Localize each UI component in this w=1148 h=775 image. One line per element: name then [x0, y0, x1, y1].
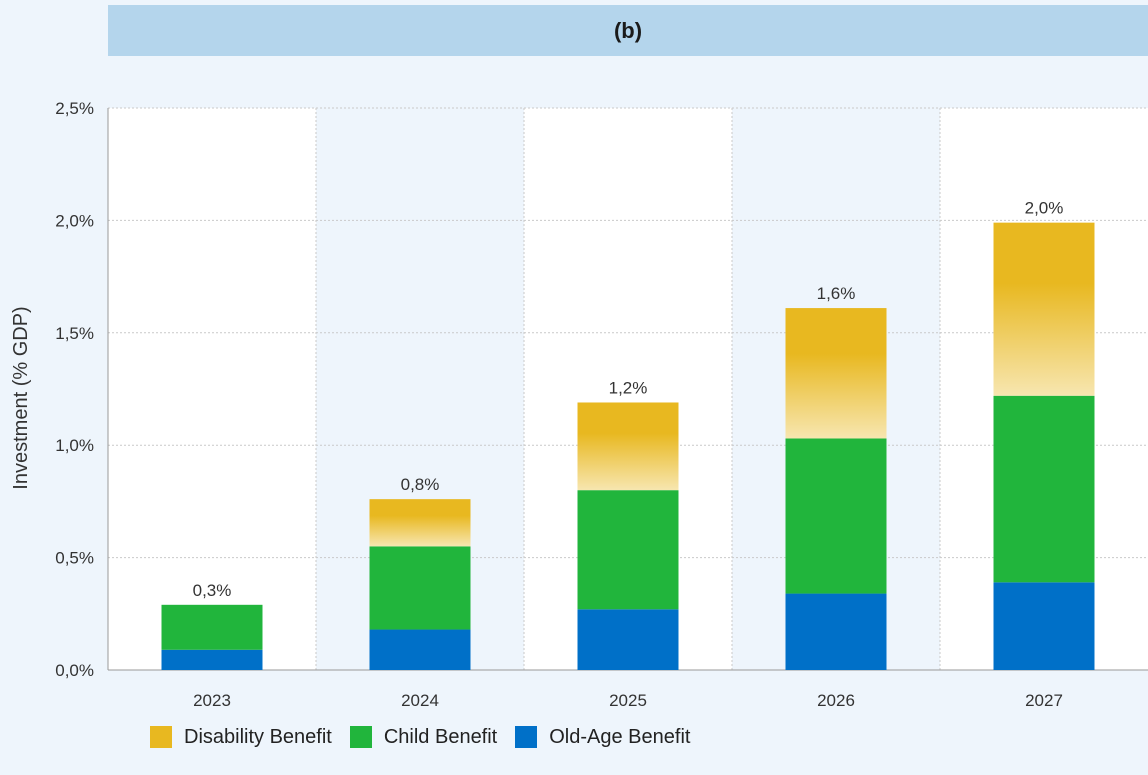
y-tick-label: 2,0% — [55, 211, 94, 230]
legend-item-child-benefit: Child Benefit — [349, 725, 498, 749]
bar-old-age-benefit2024 — [369, 629, 471, 670]
y-tick-label: 1,0% — [55, 436, 94, 455]
x-tick-label-2027: 2027 — [1025, 691, 1063, 710]
bar-child-benefit2027 — [993, 395, 1095, 583]
y-tick-label: 0,5% — [55, 549, 94, 568]
bar-child-benefit2024 — [369, 546, 471, 630]
x-tick-label-2026: 2026 — [817, 691, 855, 710]
legend-swatch — [349, 726, 372, 748]
legend-swatch — [515, 726, 538, 748]
total-label-2024: 0,8% — [401, 475, 440, 494]
y-tick-label: 0,0% — [55, 661, 94, 680]
total-label-2023: 0,3% — [193, 581, 232, 600]
bars — [161, 222, 1095, 670]
column-band-2023 — [108, 108, 316, 670]
bar-disability-benefit2026 — [785, 308, 887, 439]
x-tick-label-2025: 2025 — [609, 691, 647, 710]
x-tick-label-2024: 2024 — [401, 691, 439, 710]
bar-old-age-benefit2025 — [577, 609, 679, 670]
labels: 0,0% 0,5% 1,0% 1,5% 2,0% 2,5% 0,3% 2023 0,8% 2024… — [55, 99, 1063, 710]
chart-title: (b) — [108, 5, 1148, 56]
legend: Disability Benefit Child Benefit Old-Age B… — [150, 722, 708, 752]
total-label-2026: 1,6% — [817, 284, 856, 303]
legend-label: Old-Age Benefit — [549, 725, 691, 748]
bar-child-benefit2026 — [785, 438, 887, 594]
legend-swatch — [150, 726, 172, 748]
y-tick-label: 2,5% — [55, 99, 94, 118]
bar-disability-benefit2027 — [993, 222, 1095, 396]
bar-disability-benefit2025 — [577, 402, 679, 491]
bar-old-age-benefit2027 — [993, 582, 1095, 670]
total-label-2025: 1,2% — [609, 378, 648, 397]
total-label-2027: 2,0% — [1025, 199, 1064, 218]
x-tick-label-2023: 2023 — [193, 691, 231, 710]
bar-old-age-benefit2026 — [785, 593, 887, 670]
bar-child-benefit2025 — [577, 490, 679, 610]
bar-old-age-benefit2023 — [161, 649, 263, 670]
legend-item-old-age-benefit: Old-Age Benefit — [515, 726, 690, 749]
bar-disability-benefit2024 — [369, 499, 471, 547]
y-tick-label: 1,5% — [55, 324, 94, 343]
legend-label: Disability Benefit — [184, 725, 332, 748]
bar-child-benefit2023 — [161, 604, 263, 650]
legend-item-disability-benefit: Disability Benefit — [150, 726, 332, 749]
y-axis-label: Investment (% GDP) — [10, 306, 32, 489]
legend-label: Child Benefit — [383, 725, 498, 748]
